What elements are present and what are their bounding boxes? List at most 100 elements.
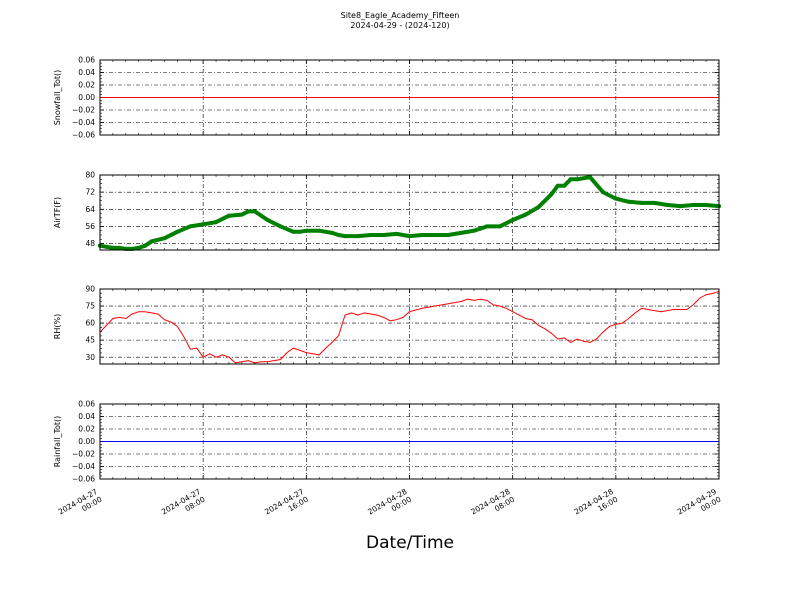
y-tick-label: 0.04: [78, 412, 95, 421]
y-tick-label: 45: [85, 336, 95, 345]
data-point: [665, 203, 670, 207]
y-axis-label: RH(%): [53, 314, 62, 339]
panel-rh: 90 75 60 45 30 RH(%): [53, 285, 720, 365]
plot-frame: [99, 174, 720, 251]
data-point: [446, 233, 451, 237]
y-tick-label: 0.00: [78, 93, 95, 102]
chart-title-line2: 2024-04-29 - (2024-120): [350, 21, 450, 30]
data-point: [149, 239, 154, 244]
plot-frame: [99, 403, 720, 480]
data-point: [343, 234, 348, 239]
data-point: [304, 228, 309, 233]
y-axis-label: Snowfall_Tot(): [53, 70, 62, 126]
y-tick-label: 60: [85, 319, 95, 328]
data-point: [691, 203, 696, 207]
y-axis-label: Rainfall_Tot(): [53, 416, 62, 468]
x-tick-label: 2024-04-2816:00: [573, 487, 620, 524]
data-point: [330, 230, 335, 235]
data-point: [639, 200, 644, 205]
data-point: [355, 234, 360, 239]
panel-airtf: 80 72 64 56 48 AirTF(F): [53, 171, 721, 251]
data-point: [394, 231, 399, 236]
y-tick-label: 64: [85, 205, 95, 214]
data-point: [252, 209, 257, 214]
data-point: [555, 183, 560, 188]
series-line-rh: [99, 290, 720, 364]
y-tick-label: −0.02: [72, 106, 95, 115]
data-point: [600, 190, 605, 195]
data-point: [568, 177, 573, 182]
x-tick-label: 2024-04-2700:00: [57, 487, 104, 524]
data-point: [239, 212, 244, 217]
y-tick-label: 0.00: [78, 437, 95, 446]
data-point: [162, 236, 167, 241]
chart-title-line1: Site8_Eagle_Academy_Fifteen: [340, 11, 460, 20]
plot-frame: [99, 59, 720, 136]
data-point: [575, 177, 580, 182]
data-point: [626, 199, 631, 204]
data-point: [510, 218, 515, 222]
data-point: [317, 228, 322, 233]
data-point: [497, 224, 502, 229]
y-axis-label: AirTF(F): [53, 197, 62, 228]
x-tick-label: 2024-04-2716:00: [263, 487, 310, 524]
data-point: [297, 229, 302, 234]
y-tick-label: 48: [85, 239, 95, 248]
y-tick-label: −0.04: [72, 462, 95, 471]
y-tick-label: −0.06: [72, 131, 95, 140]
data-point: [368, 233, 373, 237]
data-point: [381, 233, 386, 237]
y-tick-label: −0.02: [72, 450, 95, 459]
data-point: [433, 233, 438, 237]
x-tick-label: 2024-04-2708:00: [160, 487, 207, 524]
x-tick-label: 2024-04-2808:00: [469, 487, 516, 524]
y-tick-label: 0.02: [78, 425, 95, 434]
x-axis-title: Date/Time: [366, 533, 454, 553]
data-point: [484, 224, 489, 229]
data-point: [117, 245, 122, 250]
data-point: [104, 244, 109, 249]
data-point: [143, 243, 148, 248]
y-tick-label: 30: [85, 353, 95, 362]
y-tick-label: 0.06: [78, 400, 95, 409]
x-tick-label: 2024-04-2900:00: [676, 487, 723, 524]
data-point: [201, 222, 206, 227]
data-point: [459, 230, 464, 235]
data-point: [336, 233, 341, 237]
data-point: [278, 224, 283, 229]
y-tick-label: 80: [85, 171, 95, 180]
data-point: [588, 175, 593, 180]
data-point: [478, 226, 483, 231]
data-point: [246, 209, 251, 214]
y-tick-label: 75: [85, 302, 95, 311]
data-point: [549, 192, 554, 197]
data-point: [226, 213, 231, 218]
data-point: [536, 205, 541, 210]
plot-frame: [99, 288, 720, 365]
data-point: [407, 234, 412, 239]
y-tick-label: 0.06: [78, 56, 95, 65]
data-point: [562, 183, 567, 188]
panel-rainfall: 0.06 0.04 0.02 0.00 −0.02 −0.04 −0.06 Rainfall_…: [53, 400, 720, 484]
data-point: [265, 218, 270, 222]
y-tick-label: 72: [85, 188, 95, 197]
data-point: [136, 245, 141, 250]
data-point: [291, 229, 296, 234]
y-tick-label: −0.04: [72, 118, 95, 127]
data-point: [652, 200, 657, 205]
x-tick-label: 2024-04-2800:00: [366, 487, 413, 524]
data-point: [420, 233, 425, 237]
data-point: [188, 224, 193, 229]
y-tick-label: 0.04: [78, 68, 95, 77]
data-point: [523, 212, 528, 217]
panel-snowfall: 0.06 0.04 0.02 0.00 −0.02 −0.04 −0.06 Snowfall_…: [53, 56, 720, 140]
y-tick-label: 56: [85, 222, 95, 231]
y-tick-label: 0.02: [78, 81, 95, 90]
data-point: [175, 229, 180, 234]
data-point: [214, 220, 219, 225]
data-point: [704, 203, 709, 207]
data-point: [110, 245, 115, 250]
y-tick-label: −0.06: [72, 475, 95, 484]
data-point: [613, 196, 618, 201]
